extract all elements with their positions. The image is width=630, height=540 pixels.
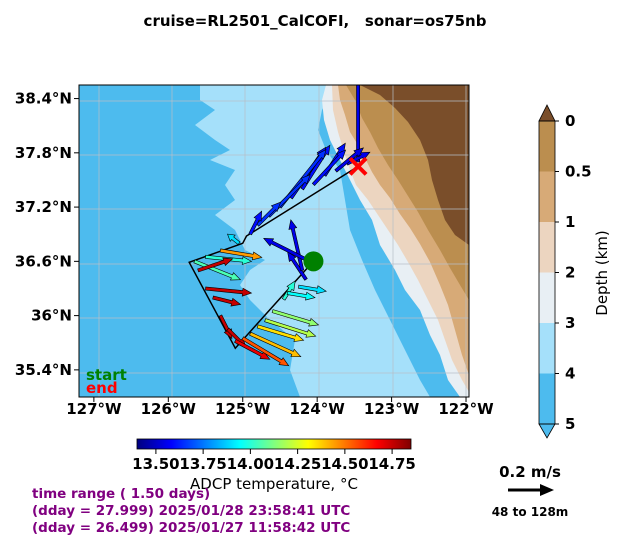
temperature-tick-label: 13.75 bbox=[179, 455, 226, 473]
map-plot-area: start end bbox=[79, 85, 469, 397]
current-vector bbox=[197, 257, 234, 273]
lat-tick-label: 36.6°N bbox=[15, 252, 72, 270]
depth-band bbox=[539, 121, 555, 172]
current-vector bbox=[212, 295, 242, 307]
depth-band bbox=[539, 222, 555, 273]
current-vector bbox=[234, 339, 271, 360]
temperature-tick-label: 14.75 bbox=[368, 455, 415, 473]
depth-colorbar-label: Depth (km) bbox=[593, 230, 611, 315]
ocean-depth-3-4 bbox=[195, 85, 430, 397]
depth-band bbox=[539, 373, 555, 425]
lat-tick-label: 35.4°N bbox=[15, 361, 72, 379]
current-vector bbox=[264, 318, 317, 338]
map-frame bbox=[78, 84, 470, 398]
current-vector bbox=[281, 280, 296, 301]
lon-tick-label: 126°W bbox=[141, 400, 197, 418]
current-vector bbox=[241, 336, 290, 367]
depth-tick-label: 3 bbox=[565, 314, 575, 332]
lat-axis: 38.4°N 37.8°N 37.2°N 36.6°N 36°N 35.4°N bbox=[15, 90, 79, 379]
depth-band bbox=[539, 171, 555, 223]
end-legend-label: end bbox=[86, 379, 118, 397]
current-vector bbox=[311, 149, 347, 187]
scale-arrow-label: 0.2 m/s bbox=[499, 463, 561, 481]
current-vector bbox=[297, 284, 327, 295]
depth-band bbox=[539, 323, 555, 374]
land-high bbox=[360, 85, 469, 245]
start-legend-label: start bbox=[86, 366, 127, 384]
lon-tick-label: 127°W bbox=[66, 400, 122, 418]
depth-tick-label: 0.5 bbox=[565, 163, 592, 181]
current-vector bbox=[248, 210, 263, 236]
temperature-tick-label: 13.50 bbox=[132, 455, 179, 473]
current-vector bbox=[219, 248, 263, 261]
current-vector bbox=[356, 85, 361, 163]
current-vector bbox=[287, 251, 308, 281]
scale-arrow bbox=[508, 484, 554, 496]
time-start-line: (dday = 26.499) 2025/01/27 11:58:42 UTC bbox=[32, 520, 351, 536]
lon-tick-label: 123°W bbox=[364, 400, 420, 418]
depth-colorbar-ticks: 0 0.5 1 2 3 4 5 bbox=[555, 112, 592, 433]
current-vector bbox=[263, 237, 311, 264]
map-grid bbox=[79, 85, 469, 397]
lat-tick-label: 37.2°N bbox=[15, 198, 72, 216]
depth-band bbox=[539, 272, 555, 324]
depth-tick-label: 2 bbox=[565, 264, 575, 282]
time-end-line: (dday = 27.999) 2025/01/28 23:58:41 UTC bbox=[32, 503, 351, 519]
temperature-colorbar bbox=[136, 438, 412, 450]
current-vector bbox=[205, 286, 253, 297]
depth-extend-bottom bbox=[538, 423, 556, 439]
depth-tick-label: 1 bbox=[565, 213, 575, 231]
current-vector bbox=[249, 331, 302, 358]
lon-tick-label: 124°W bbox=[289, 400, 345, 418]
time-range-block: time range ( 1.50 days) (dday = 27.999) … bbox=[32, 486, 350, 537]
temperature-tick-label: 14.25 bbox=[274, 455, 321, 473]
current-vector bbox=[227, 233, 241, 245]
depth-extend-top bbox=[538, 104, 556, 122]
temperature-colorbar-ticks: 13.50 13.75 14.00 14.25 14.50 14.75 bbox=[132, 449, 416, 473]
lon-tick-label: 125°W bbox=[215, 400, 271, 418]
current-vector bbox=[193, 259, 242, 281]
lat-tick-label: 37.8°N bbox=[15, 144, 72, 162]
current-vector bbox=[271, 309, 320, 327]
depth-tick-label: 0 bbox=[565, 112, 575, 130]
scale-depth-range: 48 to 128m bbox=[491, 505, 569, 519]
start-marker bbox=[303, 251, 324, 272]
depth-colorbar bbox=[538, 104, 556, 439]
depth-tick-label: 5 bbox=[565, 415, 575, 433]
lon-tick-label: 122°W bbox=[438, 400, 494, 418]
chart-title: cruise=RL2501_CalCOFI, sonar=os75nb bbox=[143, 12, 487, 30]
current-vectors bbox=[193, 85, 371, 367]
temperature-colorbar-label: ADCP temperature, °C bbox=[190, 475, 358, 493]
current-vector bbox=[286, 291, 316, 301]
current-vector bbox=[256, 201, 282, 227]
ship-track bbox=[188, 165, 359, 350]
depth-tick-label: 4 bbox=[565, 365, 575, 383]
lat-tick-label: 36°N bbox=[31, 307, 72, 325]
time-range-line: time range ( 1.50 days) bbox=[32, 486, 211, 502]
end-marker bbox=[348, 156, 368, 176]
lon-axis: 127°W 126°W 125°W 124°W 123°W 122°W bbox=[66, 397, 494, 418]
current-vector bbox=[256, 324, 305, 342]
lat-tick-label: 38.4°N bbox=[15, 90, 72, 108]
temperature-tick-label: 14.50 bbox=[321, 455, 368, 473]
temperature-tick-label: 14.00 bbox=[227, 455, 274, 473]
